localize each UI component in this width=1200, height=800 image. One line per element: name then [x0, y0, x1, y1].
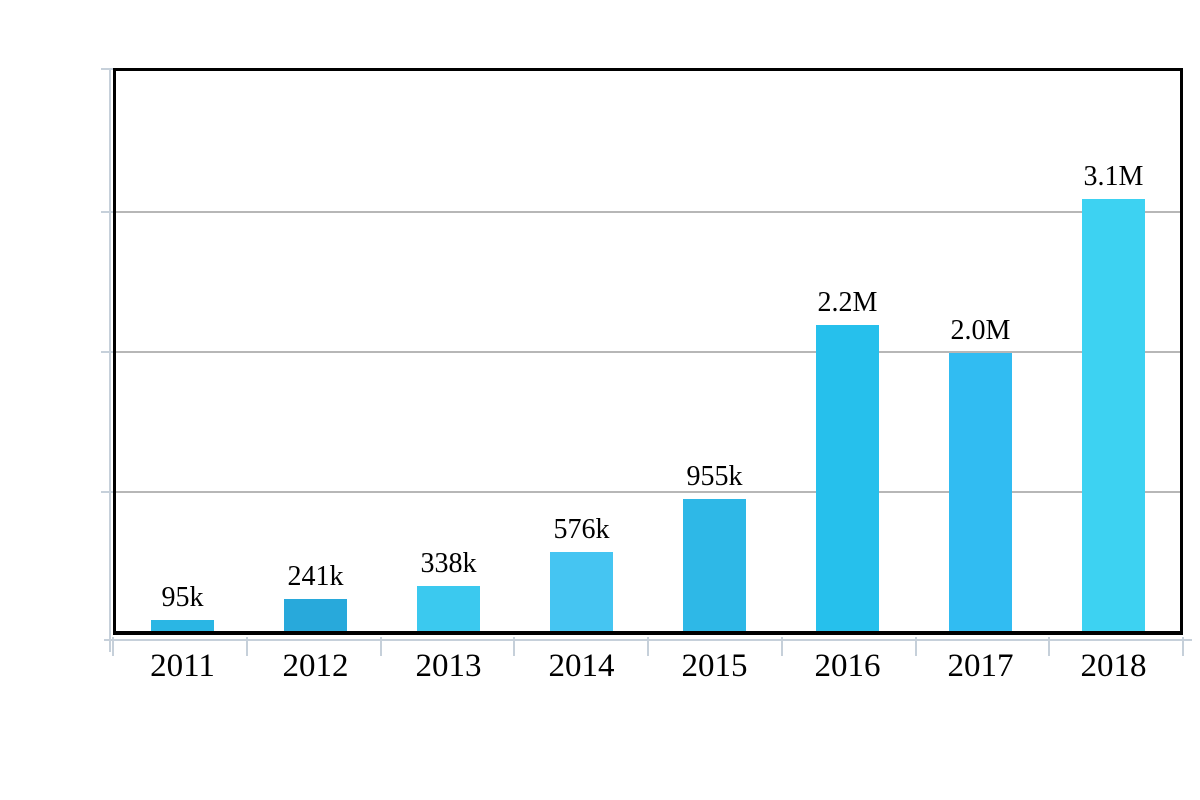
x-axis-tick: [112, 637, 114, 656]
y-axis-tick: [101, 491, 113, 493]
x-axis-tick: [914, 637, 917, 656]
bar: [683, 499, 746, 631]
bar: [417, 585, 480, 631]
gridline: [116, 211, 1180, 213]
x-axis-tick: [513, 637, 516, 656]
plot-area: 95k 241k 338k 576k 955k 2.2M 2.0M 3.1M: [113, 68, 1183, 635]
x-axis-category-label: 2014: [548, 648, 615, 684]
bar: [284, 599, 347, 631]
x-axis-category-label: 2011: [150, 648, 215, 684]
bar-value-label: 2.2M: [817, 287, 878, 318]
bar: [816, 325, 879, 631]
bar-value-label: 3.1M: [1083, 161, 1144, 192]
x-axis-tick: [245, 637, 248, 656]
bar: [1082, 199, 1145, 631]
y-axis-tick: [101, 351, 113, 353]
bar-value-label: 95k: [161, 581, 204, 613]
bar-value-label: 576k: [553, 514, 610, 546]
x-axis-category-label: 2013: [415, 648, 482, 684]
x-axis-category-label: 2017: [947, 648, 1014, 684]
x-axis-tick: [1048, 637, 1051, 656]
y-axis-line: [109, 68, 111, 652]
x-axis-category-label: 2015: [681, 648, 748, 684]
x-axis-category-label: 2012: [282, 648, 349, 684]
gridline: [116, 351, 1180, 353]
y-axis-tick: [101, 68, 113, 70]
bar: [151, 619, 214, 631]
x-axis-category-label: 2016: [814, 648, 881, 684]
bar: [949, 353, 1012, 631]
gridline: [116, 491, 1180, 493]
bar-value-label: 241k: [287, 561, 344, 593]
x-axis-tick: [1182, 637, 1184, 656]
x-axis-tick: [379, 637, 382, 656]
bar-value-label: 2.0M: [950, 315, 1011, 346]
bar-value-label: 338k: [420, 547, 477, 579]
x-axis-category-label: 2018: [1080, 648, 1147, 684]
bar-value-label: 955k: [686, 461, 743, 493]
y-axis-tick: [101, 211, 113, 213]
x-axis-tick: [647, 637, 649, 656]
x-axis-tick: [780, 637, 783, 656]
bar: [550, 552, 613, 631]
